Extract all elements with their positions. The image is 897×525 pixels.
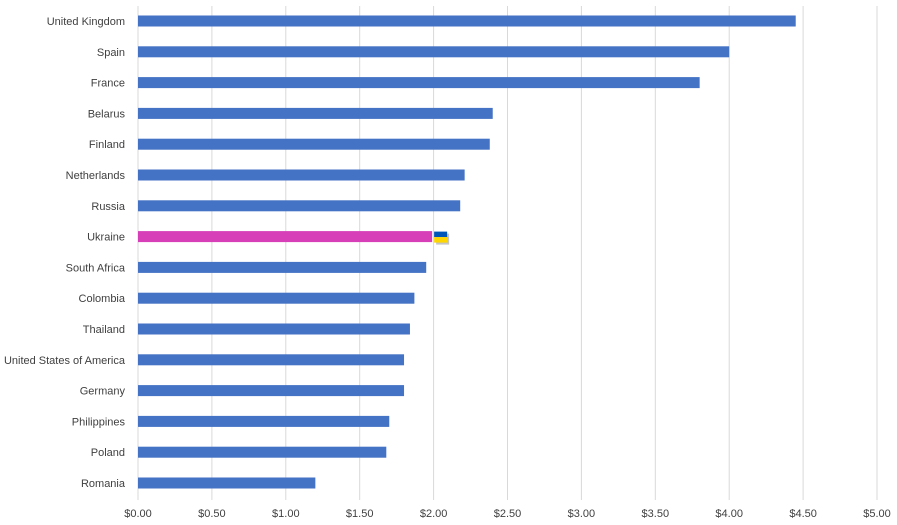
bar-russia — [138, 200, 461, 212]
bar-poland — [138, 446, 387, 458]
x-tick-label: $0.50 — [198, 508, 226, 520]
bars — [138, 15, 796, 489]
bar-thailand — [138, 323, 410, 335]
bar-united-states-of-america — [138, 354, 405, 366]
bar-colombia — [138, 292, 415, 304]
bar-netherlands — [138, 169, 465, 181]
category-label: Netherlands — [66, 170, 126, 182]
x-tick-label: $4.00 — [715, 508, 743, 520]
highlight-marker — [434, 231, 450, 245]
x-tick-label: $3.00 — [568, 508, 596, 520]
category-label: South Africa — [66, 262, 126, 274]
category-label: France — [91, 78, 125, 90]
x-tick-label: $0.00 — [124, 508, 152, 520]
category-label: Poland — [91, 447, 125, 459]
bar-romania — [138, 477, 316, 489]
bar-france — [138, 77, 700, 89]
x-tick-label: $3.50 — [642, 508, 670, 520]
bar-philippines — [138, 415, 390, 427]
bar-united-kingdom — [138, 15, 796, 27]
x-axis-tick-labels: $0.00 $0.50 $1.00 $1.50 $2.00 $2.50 $3.00 $3.50… — [124, 508, 891, 520]
ukraine-flag-icon — [434, 231, 450, 245]
x-tick-label: $1.00 — [272, 508, 300, 520]
bar-finland — [138, 138, 490, 150]
x-tick-label: $5.00 — [863, 508, 891, 520]
x-tick-label: $2.00 — [420, 508, 448, 520]
category-label: United States of America — [4, 355, 126, 367]
bar-ukraine — [138, 231, 433, 243]
category-label: Colombia — [79, 293, 126, 305]
category-label: Russia — [91, 201, 126, 213]
bar-belarus — [138, 107, 493, 119]
category-label: Finland — [89, 139, 125, 151]
x-tick-label: $2.50 — [494, 508, 522, 520]
category-label: Spain — [97, 47, 125, 59]
category-label: Thailand — [83, 324, 125, 336]
category-labels: United Kingdom Spain France Belarus Finland N… — [4, 16, 126, 490]
category-label: Germany — [80, 386, 126, 398]
gridlines — [137, 6, 878, 500]
category-label: Belarus — [88, 108, 126, 120]
category-label: Philippines — [72, 416, 126, 428]
bar-spain — [138, 46, 730, 58]
bar-germany — [138, 385, 405, 397]
category-label: United Kingdom — [47, 16, 125, 28]
category-label: Ukraine — [87, 232, 125, 244]
category-label: Romania — [81, 478, 126, 490]
bar-south-africa — [138, 261, 427, 273]
x-tick-label: $4.50 — [789, 508, 817, 520]
x-tick-label: $1.50 — [346, 508, 374, 520]
